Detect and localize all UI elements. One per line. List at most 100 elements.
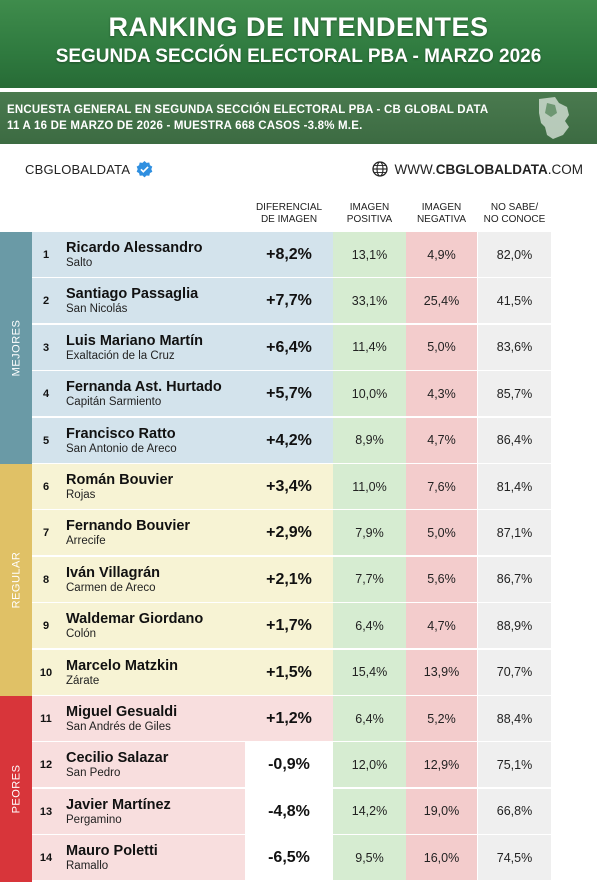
row-divider bbox=[32, 741, 551, 742]
positive-image-value: 11,4% bbox=[333, 324, 406, 370]
municipality-name: Pergamino bbox=[66, 813, 122, 826]
municipality-name: Carmen de Areco bbox=[66, 581, 156, 594]
unknown-value: 83,6% bbox=[478, 324, 551, 370]
column-header-unknown: NO SABE/ NO CONOCE bbox=[478, 202, 551, 226]
group-mejores: MEJORES bbox=[0, 232, 32, 464]
table-row: 12 Cecilio Salazar San Pedro -0,9% 12,0% 12,9… bbox=[32, 742, 552, 789]
page-subtitle: SEGUNDA SECCIÓN ELECTORAL PBA - MARZO 20… bbox=[55, 46, 542, 67]
unknown-value: 41,5% bbox=[478, 278, 551, 324]
mayor-name: Miguel Gesualdi bbox=[66, 704, 178, 720]
website-prefix: WWW. bbox=[394, 161, 436, 177]
municipality-name: Colón bbox=[66, 628, 97, 641]
negative-image-value: 5,2% bbox=[406, 696, 477, 741]
mayor-name: Luis Mariano Martín bbox=[66, 332, 203, 349]
positive-image-value: 11,0% bbox=[333, 464, 406, 509]
image-differential: +1,2% bbox=[245, 696, 333, 742]
website-suffix: .COM bbox=[547, 161, 583, 177]
mayor-name: Mauro Poletti bbox=[66, 843, 158, 860]
image-differential: +1,5% bbox=[245, 649, 333, 696]
municipality-name: San Nicolás bbox=[66, 303, 128, 316]
row-background bbox=[32, 464, 245, 510]
rank-number: 4 bbox=[42, 388, 50, 401]
positive-image-value: 33,1% bbox=[333, 278, 406, 324]
survey-description: ENCUESTA GENERAL EN SEGUNDA SECCIÓN ELEC… bbox=[7, 104, 489, 116]
row-background bbox=[32, 788, 245, 835]
row-divider bbox=[32, 509, 551, 510]
negative-image-value: 25,4% bbox=[406, 278, 477, 324]
province-map-icon bbox=[539, 97, 569, 139]
positive-image-value: 9,5% bbox=[333, 835, 406, 881]
municipality-name: Salto bbox=[66, 257, 93, 269]
survey-info-band: ENCUESTA GENERAL EN SEGUNDA SECCIÓN ELEC… bbox=[0, 92, 597, 144]
group-regular: REGULAR bbox=[0, 464, 32, 696]
row-background bbox=[32, 371, 245, 418]
rank-number: 3 bbox=[42, 341, 50, 354]
image-differential: +6,4% bbox=[245, 324, 333, 371]
row-background bbox=[32, 649, 245, 696]
row-background bbox=[32, 324, 245, 371]
unknown-value: 86,4% bbox=[478, 417, 551, 463]
image-differential: +4,2% bbox=[245, 417, 333, 464]
website-link[interactable]: WWW. CBGLOBALDATA .COM bbox=[371, 161, 583, 177]
table-row: 4 Fernanda Ast. Hurtado Capitán Sarmiento +… bbox=[32, 371, 552, 418]
unknown-value: 74,5% bbox=[478, 835, 551, 881]
unknown-value: 88,4% bbox=[478, 696, 551, 741]
verified-check-icon bbox=[136, 161, 153, 178]
website-domain: CBGLOBALDATA bbox=[435, 161, 548, 177]
group-label: PEORES bbox=[10, 764, 23, 814]
rank-number: 13 bbox=[39, 805, 53, 818]
rank-number: 10 bbox=[39, 666, 53, 679]
row-background bbox=[32, 603, 245, 650]
row-background bbox=[32, 417, 245, 464]
row-background bbox=[32, 696, 245, 742]
mayor-name: Fernanda Ast. Hurtado bbox=[66, 379, 222, 396]
row-divider bbox=[32, 323, 551, 325]
unknown-value: 66,8% bbox=[478, 788, 551, 834]
mayor-name: Cecilio Salazar bbox=[66, 750, 169, 767]
image-differential: -6,5% bbox=[245, 835, 333, 882]
globe-icon bbox=[371, 161, 388, 177]
municipality-name: Arrecife bbox=[66, 535, 106, 548]
table-row: 14 Mauro Poletti Ramallo -6,5% 9,5% 16,0% 74,5… bbox=[32, 835, 552, 882]
row-divider bbox=[32, 833, 551, 835]
municipality-name: Rojas bbox=[66, 489, 96, 501]
column-header-negative: IMAGEN NEGATIVA bbox=[406, 202, 477, 226]
survey-sample: 11 A 16 DE MARZO DE 2026 - MUESTRA 668 C… bbox=[7, 120, 363, 132]
negative-image-value: 5,0% bbox=[406, 324, 477, 370]
rank-number: 2 bbox=[42, 295, 50, 308]
negative-image-value: 4,7% bbox=[406, 603, 477, 649]
rank-number: 5 bbox=[42, 434, 50, 447]
image-differential: -0,9% bbox=[245, 742, 333, 789]
column-header-negative-line2: NEGATIVA bbox=[416, 214, 467, 225]
rank-number: 6 bbox=[42, 481, 50, 493]
mayor-name: Santiago Passaglia bbox=[66, 286, 199, 303]
column-header-unknown-line1: NO SABE/ bbox=[490, 202, 539, 213]
negative-image-value: 5,6% bbox=[406, 556, 477, 602]
row-divider bbox=[32, 369, 551, 371]
municipality-name: Zárate bbox=[66, 674, 100, 687]
row-background bbox=[32, 835, 245, 882]
positive-image-value: 8,9% bbox=[333, 417, 406, 463]
column-header-positive: IMAGEN POSITIVA bbox=[333, 202, 406, 226]
row-divider bbox=[32, 880, 551, 882]
mayor-name: Román Bouvier bbox=[66, 472, 174, 488]
column-header-unknown-line2: NO CONOCE bbox=[483, 214, 546, 225]
positive-image-value: 7,7% bbox=[333, 556, 406, 602]
municipality-name: Ramallo bbox=[66, 860, 109, 873]
mayor-name: Marcelo Matzkin bbox=[66, 657, 178, 674]
header-banner: RANKING DE INTENDENTES SEGUNDA SECCIÓN E… bbox=[0, 0, 597, 88]
negative-image-value: 5,0% bbox=[406, 510, 477, 556]
unknown-value: 82,0% bbox=[478, 232, 551, 277]
mayor-name: Francisco Ratto bbox=[66, 425, 176, 442]
rank-number: 1 bbox=[42, 249, 50, 261]
municipality-name: San Antonio de Areco bbox=[66, 442, 177, 455]
negative-image-value: 19,0% bbox=[406, 788, 477, 834]
brand-name: CBGLOBALDATA bbox=[25, 162, 131, 177]
brand-logo: CBGLOBALDATA bbox=[25, 161, 153, 178]
row-divider bbox=[32, 601, 551, 603]
column-header-positive-line2: POSITIVA bbox=[346, 214, 393, 225]
table-row: 10 Marcelo Matzkin Zárate +1,5% 15,4% 13,9% 70… bbox=[32, 649, 552, 696]
row-divider bbox=[32, 787, 551, 789]
municipality-name: Exaltación de la Cruz bbox=[66, 349, 175, 362]
image-differential: +7,7% bbox=[245, 278, 333, 325]
